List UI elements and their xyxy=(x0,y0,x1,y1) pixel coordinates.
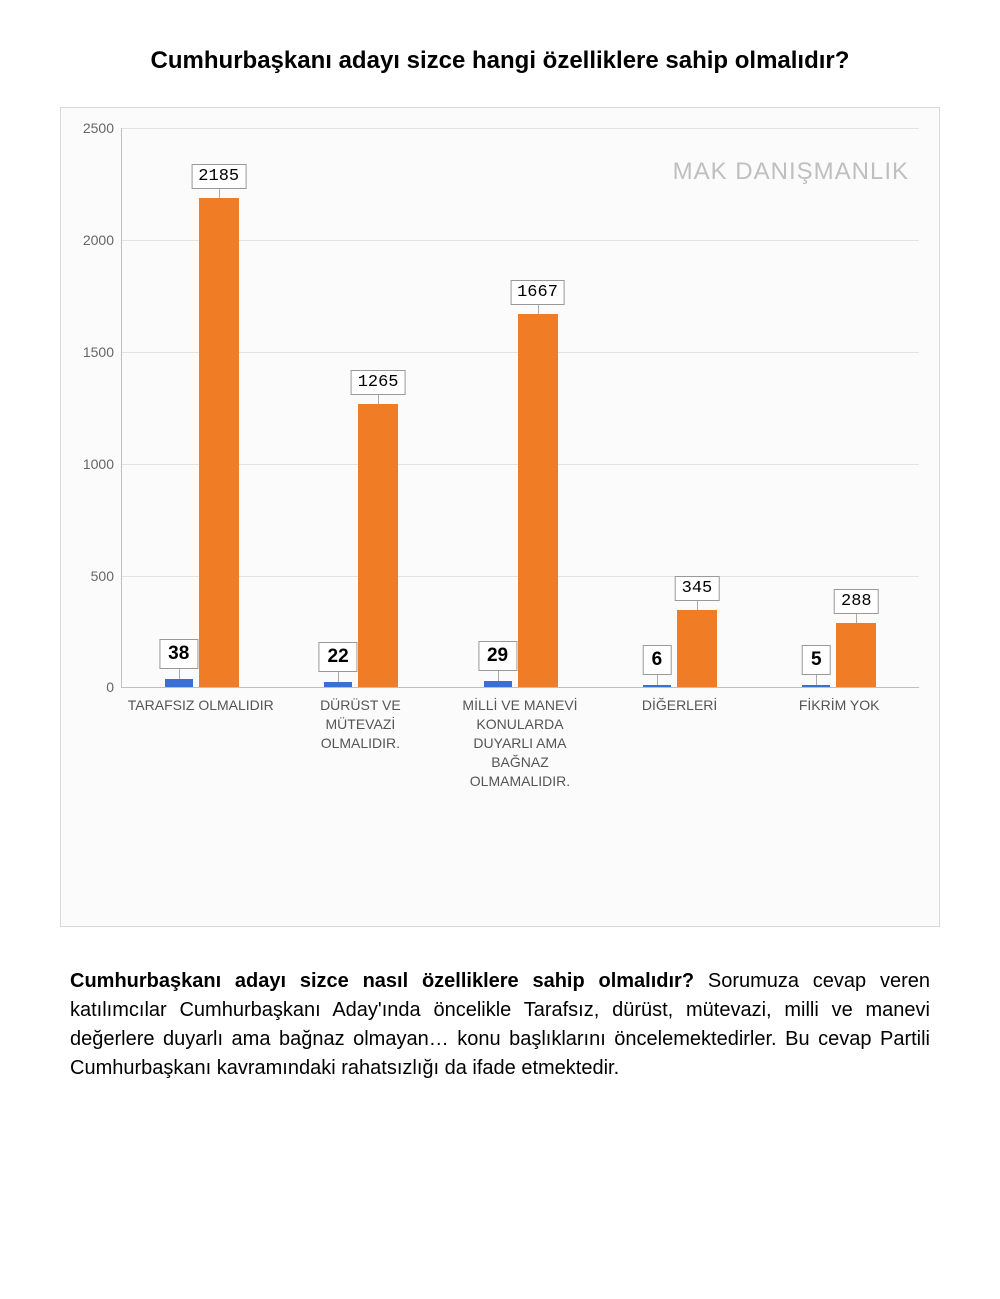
y-tick-label: 2500 xyxy=(72,120,114,136)
bar-group: 382185 xyxy=(122,128,281,687)
bar-group: 5288 xyxy=(760,128,919,687)
data-label: 22 xyxy=(319,642,358,672)
x-tick-label: DÜRÜST VE MÜTEVAZİ OLMALIDIR. xyxy=(281,696,441,790)
bar: 5 xyxy=(802,685,830,687)
plot-area: 0500100015002000250038218522126529166763… xyxy=(121,128,919,688)
y-tick-label: 1000 xyxy=(72,456,114,472)
data-label: 345 xyxy=(675,576,720,601)
x-tick-label: MİLLİ VE MANEVİ KONULARDA DUYARLI AMA BA… xyxy=(440,696,600,790)
data-label: 288 xyxy=(834,589,879,614)
analysis-paragraph: Cumhurbaşkanı adayı sizce nasıl özellikl… xyxy=(70,967,930,1083)
data-label: 38 xyxy=(159,639,198,669)
y-tick-label: 0 xyxy=(72,679,114,695)
bar: 1265 xyxy=(358,404,398,687)
data-label: 6 xyxy=(643,645,672,675)
bar: 6 xyxy=(643,685,671,687)
bar: 29 xyxy=(484,681,512,687)
bar-group: 221265 xyxy=(281,128,440,687)
paragraph-lead: Cumhurbaşkanı adayı sizce nasıl özellikl… xyxy=(70,970,694,992)
data-label: 1667 xyxy=(510,280,565,305)
page-title: Cumhurbaşkanı adayı sizce hangi özellikl… xyxy=(0,0,1000,87)
data-label: 2185 xyxy=(191,164,246,189)
bar-chart: MAK DANIŞMANLIK 050010001500200025003821… xyxy=(60,107,940,927)
data-label: 5 xyxy=(802,645,831,675)
bar: 2185 xyxy=(199,198,239,687)
x-tick-label: TARAFSIZ OLMALIDIR xyxy=(121,696,281,790)
x-tick-label: DİĞERLERİ xyxy=(600,696,760,790)
bar: 288 xyxy=(836,623,876,688)
y-tick-label: 2000 xyxy=(72,232,114,248)
bar-group: 291667 xyxy=(441,128,600,687)
data-label: 29 xyxy=(478,641,517,671)
y-tick-label: 1500 xyxy=(72,344,114,360)
bar-group: 6345 xyxy=(600,128,759,687)
y-tick-label: 500 xyxy=(72,568,114,584)
data-label: 1265 xyxy=(351,370,406,395)
bar: 38 xyxy=(165,679,193,688)
bar: 345 xyxy=(677,610,717,687)
x-tick-label: FİKRİM YOK xyxy=(759,696,919,790)
bar: 22 xyxy=(324,682,352,687)
bar: 1667 xyxy=(518,314,558,687)
x-axis-labels: TARAFSIZ OLMALIDIRDÜRÜST VE MÜTEVAZİ OLM… xyxy=(121,696,919,790)
